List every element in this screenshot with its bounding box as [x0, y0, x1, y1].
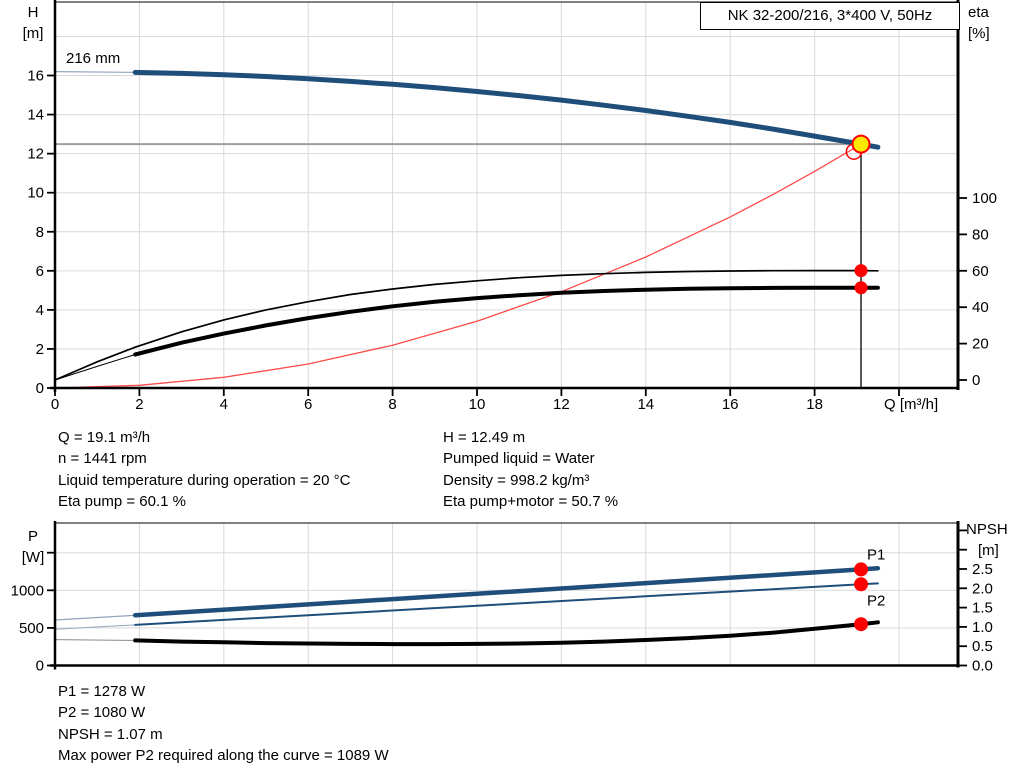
x-axis-title: Q [m³/h]	[884, 396, 938, 413]
x-tick-label: 10	[469, 396, 486, 413]
curve-title-box: NK 32-200/216, 3*400 V, 50Hz	[700, 2, 960, 30]
y-left-tick-label: 4	[36, 302, 44, 319]
y-left-tick-label: 0	[36, 380, 44, 397]
curve-npsh-ext	[54, 639, 136, 641]
info-line-npsh: NPSH = 1.07 m	[58, 725, 163, 743]
y-left-tick-label: 14	[27, 107, 44, 124]
curve-npsh-curve	[133, 620, 880, 647]
y-right-tick-label: 2.0	[972, 580, 993, 597]
curve-p2-ext	[54, 624, 136, 630]
info-line-p2: P2 = 1080 W	[58, 704, 146, 722]
y-right-tick-label: 80	[972, 226, 989, 243]
x-tick-label: 4	[220, 396, 228, 413]
p1-point-marker	[854, 562, 869, 577]
info-line-eta-pump: Eta pump = 60.1 %	[58, 493, 186, 511]
y-right-tick-label: 1.5	[972, 600, 993, 617]
duty-results-right: H = 12.49 m Pumped liquid = Water Densit…	[443, 427, 618, 513]
curve-p1-curve	[132, 566, 881, 618]
y-right-tick-label: 1.0	[972, 619, 993, 636]
x-tick-label: 0	[51, 396, 59, 413]
power-results: P1 = 1278 W P2 = 1080 W NPSH = 1.07 m Ma…	[58, 681, 389, 767]
y-left-tick-label: 8	[36, 224, 44, 241]
y-right-tick-label: 100	[972, 190, 997, 207]
info-line-density: Density = 998.2 kg/m³	[443, 471, 590, 489]
y-right-tick-label: 0	[972, 372, 980, 389]
x-tick-label: 6	[304, 396, 312, 413]
curve-eta-pump-curve	[54, 269, 879, 381]
y-axis-right-title: eta	[968, 4, 990, 21]
y-right-tick-label: 2.5	[972, 561, 993, 578]
duty-results-left: Q = 19.1 m³/h n = 1441 rpm Liquid temper…	[58, 427, 350, 513]
x-tick-label: 14	[637, 396, 654, 413]
y-right-tick-label: 40	[972, 299, 989, 316]
y-axis-right-title: NPSH	[966, 521, 1008, 538]
y-left-tick-label: 500	[19, 620, 44, 637]
info-line-n: n = 1441 rpm	[58, 450, 147, 468]
y-left-tick-label: 1000	[11, 582, 44, 599]
y-right-tick-label: 60	[972, 263, 989, 280]
npsh-point-marker	[854, 617, 869, 632]
curve-eta-pump-motor-ext	[54, 354, 136, 381]
info-line-pumped-liquid: Pumped liquid = Water	[443, 450, 595, 468]
p2-curve-label: P2	[867, 592, 885, 609]
p1-curve-label: P1	[867, 546, 885, 563]
curve-p1-ext	[54, 614, 136, 621]
x-tick-label: 12	[553, 396, 570, 413]
y-left-tick-label: 6	[36, 263, 44, 280]
eta-pump-motor-point-marker	[854, 281, 868, 295]
p2-point-marker	[854, 577, 869, 592]
x-tick-label: 16	[722, 396, 739, 413]
curve-h-ext	[54, 70, 136, 74]
y-left-tick-label: 12	[27, 146, 44, 163]
y-right-tick-label: 0.5	[972, 638, 993, 655]
impeller-diameter-label: 216 mm	[66, 50, 120, 67]
curve-eta-pump-motor-curve	[133, 285, 880, 357]
y-axis-right-title: [m]	[978, 542, 999, 559]
y-right-tick-label: 20	[972, 336, 989, 353]
y-left-tick-label: 2	[36, 341, 44, 358]
y-axis-left-title: P	[28, 528, 38, 545]
info-line-p1: P1 = 1278 W	[58, 683, 146, 700]
info-line-max-power: Max power P2 required along the curve = …	[58, 747, 389, 765]
y-axis-left-title: [W]	[22, 549, 45, 566]
x-tick-label: 18	[806, 396, 823, 413]
eta-pump-point-marker	[854, 264, 868, 278]
info-line-h: H = 12.49 m	[443, 429, 526, 446]
power-npsh-chart: P1 P2 0 500 1000 0.0 0.5 1.0 1.5 2.0 2.5 P [W] NPSH [m…	[11, 521, 1008, 675]
qh-eta-chart: 0 2 4 6 8 10 12 14 16 18 0 2 4 6 8 10 12 14 16 0 20 40 60 80 100…	[23, 0, 997, 413]
x-tick-label: 2	[135, 396, 143, 413]
info-line-q: Q = 19.1 m³/h	[58, 429, 151, 446]
curve-p2-curve	[134, 582, 879, 626]
y-axis-right-title: [%]	[968, 25, 990, 42]
info-line-liquid-temp: Liquid temperature during operation = 20…	[58, 471, 351, 489]
info-line-eta-pump-motor: Eta pump+motor = 50.7 %	[443, 493, 619, 511]
duty-point-marker[interactable]	[851, 134, 871, 154]
curve-h-curve	[132, 69, 881, 150]
y-left-tick-label: 16	[27, 68, 44, 85]
curve-affinity-curve	[54, 144, 860, 389]
y-left-tick-label: 10	[27, 185, 44, 202]
y-left-tick-label: 0	[36, 658, 44, 675]
y-axis-left-title: H	[28, 4, 39, 21]
y-right-tick-label: 0.0	[972, 658, 993, 675]
y-axis-left-title: [m]	[23, 25, 44, 42]
x-tick-label: 8	[388, 396, 396, 413]
